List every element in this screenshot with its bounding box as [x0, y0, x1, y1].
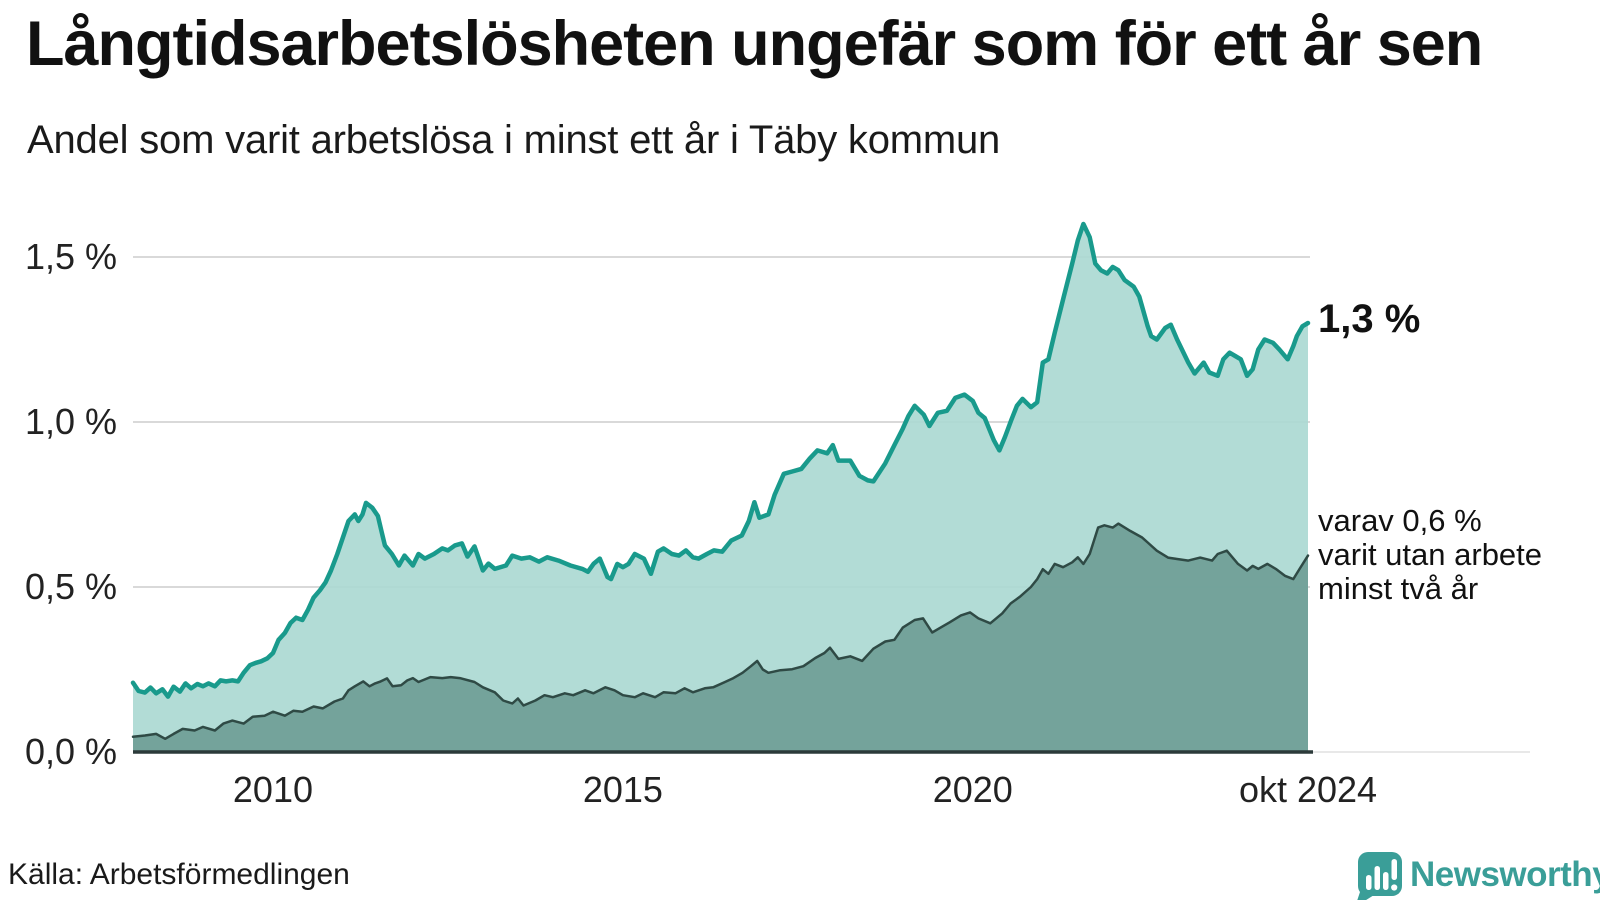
x-axis-tick-label: 2020	[932, 769, 1013, 810]
page-title: Långtidsarbetslösheten ungefär som för e…	[26, 9, 1483, 79]
logo-wordmark: Newsworthy	[1410, 855, 1600, 894]
line-two-years	[131, 522, 1310, 741]
x-axis-tick-label: okt 2024	[1238, 769, 1378, 810]
end-value-label-one-year: 1,3 %	[1318, 297, 1421, 341]
y-axis-tick-label: 0,5 %	[24, 566, 117, 607]
y-axis-tick-label: 1,5 %	[24, 236, 117, 277]
page-subtitle: Andel som varit arbetslösa i minst ett å…	[27, 118, 1001, 162]
x-axis-tick-label: 2015	[582, 769, 663, 810]
annotation-line: varav 0,6 %	[1318, 503, 1482, 538]
newsworthy-logo: Newsworthy	[1352, 846, 1600, 900]
end-value-label-two-years: varav 0,6 % varit utan arbete minst två år	[1318, 504, 1542, 606]
y-axis-tick-label: 0,0 %	[24, 731, 117, 772]
x-axis-tick-label: 2010	[232, 769, 313, 810]
bar-chart-speech-bubble-icon	[1357, 852, 1402, 900]
y-axis-tick-label: 1,0 %	[24, 401, 117, 442]
annotation-line: minst två år	[1318, 571, 1479, 606]
area-fill-two-years	[133, 523, 1308, 752]
line-one-year	[130, 221, 1311, 699]
annotation-line: varit utan arbete	[1318, 537, 1543, 572]
source-attribution: Källa: Arbetsförmedlingen	[8, 858, 350, 891]
